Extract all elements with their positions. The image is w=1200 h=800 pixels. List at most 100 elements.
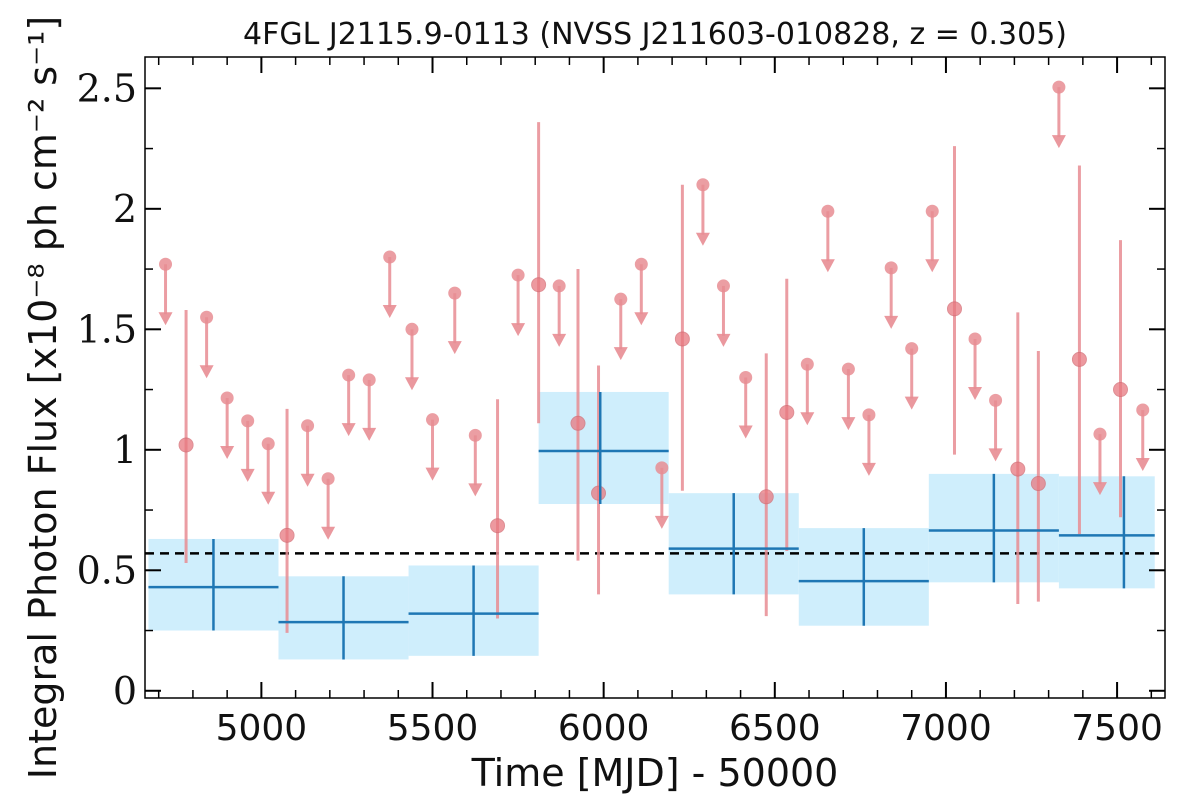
axes: 5000 5500 6000 6500 7000 7500 0 0.5 1 1.5 2 2.5 [77, 56, 1166, 749]
upper-limit-point [614, 292, 628, 306]
y-tick-label: 1.5 [77, 307, 137, 351]
long-bin-band [538, 391, 669, 505]
upper-limit-point [426, 413, 440, 427]
upper-limit-point [342, 368, 356, 382]
upper-limit-arrow [820, 259, 835, 273]
short-bin-points [158, 80, 1150, 633]
y-tick-label: 2.5 [77, 66, 137, 110]
upper-limit-point [405, 322, 419, 336]
upper-limit-arrow [613, 347, 628, 361]
upper-limit-arrow [300, 473, 315, 487]
upper-limit-arrow [404, 377, 419, 391]
upper-limit-arrow [261, 491, 276, 505]
detection-point [779, 404, 795, 420]
upper-limit-arrow [552, 333, 567, 347]
upper-limit-point [968, 332, 982, 346]
upper-limit-arrow [738, 425, 753, 439]
title-text: 4FGL J2115.9-0113 (NVSS J211603-010828, … [243, 17, 1067, 52]
upper-limit-arrow [447, 341, 462, 355]
upper-limit-arrow [158, 312, 173, 326]
upper-limit-point [862, 408, 876, 422]
upper-limit-arrow [220, 445, 235, 459]
upper-limit-point [884, 261, 898, 275]
x-tick-label: 7000 [900, 708, 992, 749]
upper-limit-arrow [1092, 482, 1107, 496]
upper-limit-arrow [362, 427, 377, 441]
detection-point [1113, 382, 1129, 398]
upper-limit-point [821, 204, 835, 218]
upper-limit-arrow [511, 323, 526, 337]
y-tick-label: 0 [113, 669, 137, 713]
upper-limit-point [634, 257, 648, 271]
upper-limit-arrow [634, 312, 649, 326]
upper-limit-point [716, 279, 730, 293]
upper-limit-arrow [425, 467, 440, 481]
upper-limit-point [989, 393, 1003, 407]
upper-limit-arrow [968, 386, 983, 400]
upper-limit-arrow [321, 526, 336, 540]
detection-point [531, 277, 547, 293]
upper-limit-point [739, 371, 753, 384]
upper-limit-arrow [1135, 458, 1150, 472]
upper-limit-point [1093, 427, 1107, 441]
detection-point [674, 331, 690, 347]
x-tick-label: 6000 [558, 708, 650, 749]
detection-point [279, 527, 295, 543]
upper-limit-point [800, 357, 814, 371]
upper-limit-arrow [199, 365, 214, 379]
upper-limit-point [383, 250, 397, 264]
detection-point [1071, 351, 1087, 367]
upper-limit-point [301, 419, 315, 433]
upper-limit-point [552, 279, 566, 293]
upper-limit-point [241, 414, 255, 428]
upper-limit-point [321, 472, 335, 486]
upper-limit-arrow [695, 232, 710, 246]
upper-limit-point [362, 373, 376, 387]
upper-limit-arrow [468, 483, 483, 497]
upper-limit-arrow [1051, 135, 1066, 149]
upper-limit-arrow [841, 417, 856, 431]
upper-limit-point [448, 286, 462, 300]
y-tick-label: 0.5 [77, 548, 137, 592]
upper-limit-point [925, 204, 939, 218]
upper-limit-arrow [904, 396, 919, 410]
upper-limit-arrow [988, 448, 1003, 462]
x-tick-label: 5000 [216, 708, 308, 749]
upper-limit-point [905, 342, 919, 356]
upper-limit-arrow [341, 423, 356, 437]
upper-limit-arrow [884, 315, 899, 329]
upper-limit-point [261, 437, 275, 451]
upper-limit-arrow [654, 515, 669, 529]
upper-limit-point [220, 391, 234, 405]
upper-limit-arrow [716, 333, 731, 347]
plot-frame [144, 56, 1166, 699]
upper-limit-point [1136, 403, 1150, 417]
upper-limit-point [200, 310, 214, 324]
upper-limit-arrow [240, 468, 255, 482]
chart-title: 4FGL J2115.9-0113 (NVSS J211603-010828, … [243, 17, 1067, 52]
upper-limit-arrow [861, 462, 876, 476]
y-tick-label: 2 [113, 187, 137, 231]
upper-limit-point [468, 428, 482, 442]
upper-limit-arrow [925, 259, 940, 273]
upper-limit-arrow [800, 412, 815, 426]
long-bin-band [1058, 476, 1155, 589]
x-tick-label: 5500 [387, 708, 479, 749]
detection-point [1030, 476, 1046, 492]
detection-point [490, 518, 506, 534]
long-bin-bands [148, 391, 1155, 660]
detection-point [758, 489, 774, 505]
detection-point [570, 415, 586, 431]
y-axis-label: Integral Photon Flux [x10⁻⁸ ph cm⁻² s⁻¹] [21, 16, 65, 779]
x-tick-label: 7500 [1071, 708, 1163, 749]
upper-limit-point [511, 268, 525, 282]
detection-point [946, 301, 962, 317]
detection-point [591, 485, 607, 501]
x-axis-label: Time [MJD] - 50000 [471, 751, 839, 795]
detection-point [1010, 461, 1026, 477]
x-tick-label: 6500 [729, 708, 821, 749]
upper-limit-point [159, 257, 173, 271]
upper-limit-point [696, 178, 710, 192]
detection-point [178, 437, 194, 453]
